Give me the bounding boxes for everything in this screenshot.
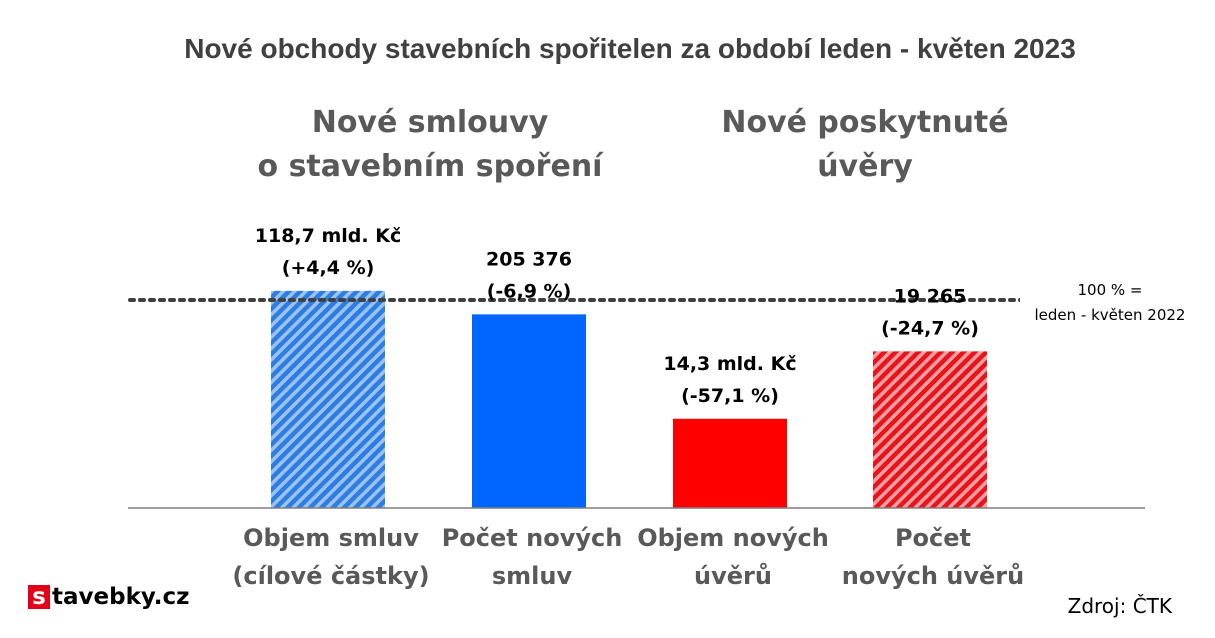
data-label-1-line-1: 118,7 mld. Kč — [255, 225, 401, 247]
category-label-2-line-2: smluv — [492, 562, 573, 590]
data-label-3-line-1: 14,3 mld. Kč — [663, 353, 796, 375]
bar-2 — [472, 314, 586, 508]
group-label-contracts-line-2: o stavebním spoření — [258, 149, 605, 184]
bar-3 — [673, 418, 787, 508]
category-label-3-line-1: Objem nových — [637, 524, 829, 552]
logo-letter: s — [32, 584, 46, 610]
logo-letter-box — [28, 585, 50, 609]
bars-layer — [271, 290, 987, 508]
reference-label-line-1: 100 % = — [1078, 281, 1143, 299]
chart-title: Nové obchody stavebních spořitelen za ob… — [184, 33, 1076, 64]
bar-1 — [271, 290, 385, 508]
reference-label-line-2: leden - květen 2022 — [1035, 306, 1186, 324]
bar-4 — [873, 351, 987, 508]
category-label-1-line-1: Objem smluv — [243, 524, 419, 552]
source-note: Zdroj: ČTK — [1068, 594, 1173, 618]
category-label-3-line-2: úvěrů — [694, 562, 772, 590]
data-label-3-line-2: (-57,1 %) — [681, 385, 779, 407]
category-label-4-line-1: Počet — [895, 524, 971, 552]
data-label-4-line-2: (-24,7 %) — [881, 317, 979, 339]
group-label-loans-line-1: Nové poskytnuté — [721, 105, 1008, 140]
data-label-4-line-1: 19 265 — [894, 285, 967, 307]
group-label-loans-line-2: úvěry — [817, 149, 913, 184]
labels-layer: 118,7 mld. Kč (+4,4 %) Objem smluv (cílové … — [232, 225, 1024, 590]
logo-text: tavebky.cz — [52, 584, 190, 610]
reference-label-background — [1020, 278, 1200, 328]
category-label-4-line-2: nových úvěrů — [842, 562, 1024, 590]
category-label-1-line-2: (cílové částky) — [232, 562, 429, 590]
data-label-1-line-2: (+4,4 %) — [282, 257, 375, 279]
data-label-2-line-2: (-6,9 %) — [487, 280, 572, 302]
data-label-2-line-1: 205 376 — [486, 248, 572, 270]
group-label-contracts-line-1: Nové smlouvy — [312, 105, 549, 140]
category-label-2-line-1: Počet nových — [442, 524, 623, 552]
